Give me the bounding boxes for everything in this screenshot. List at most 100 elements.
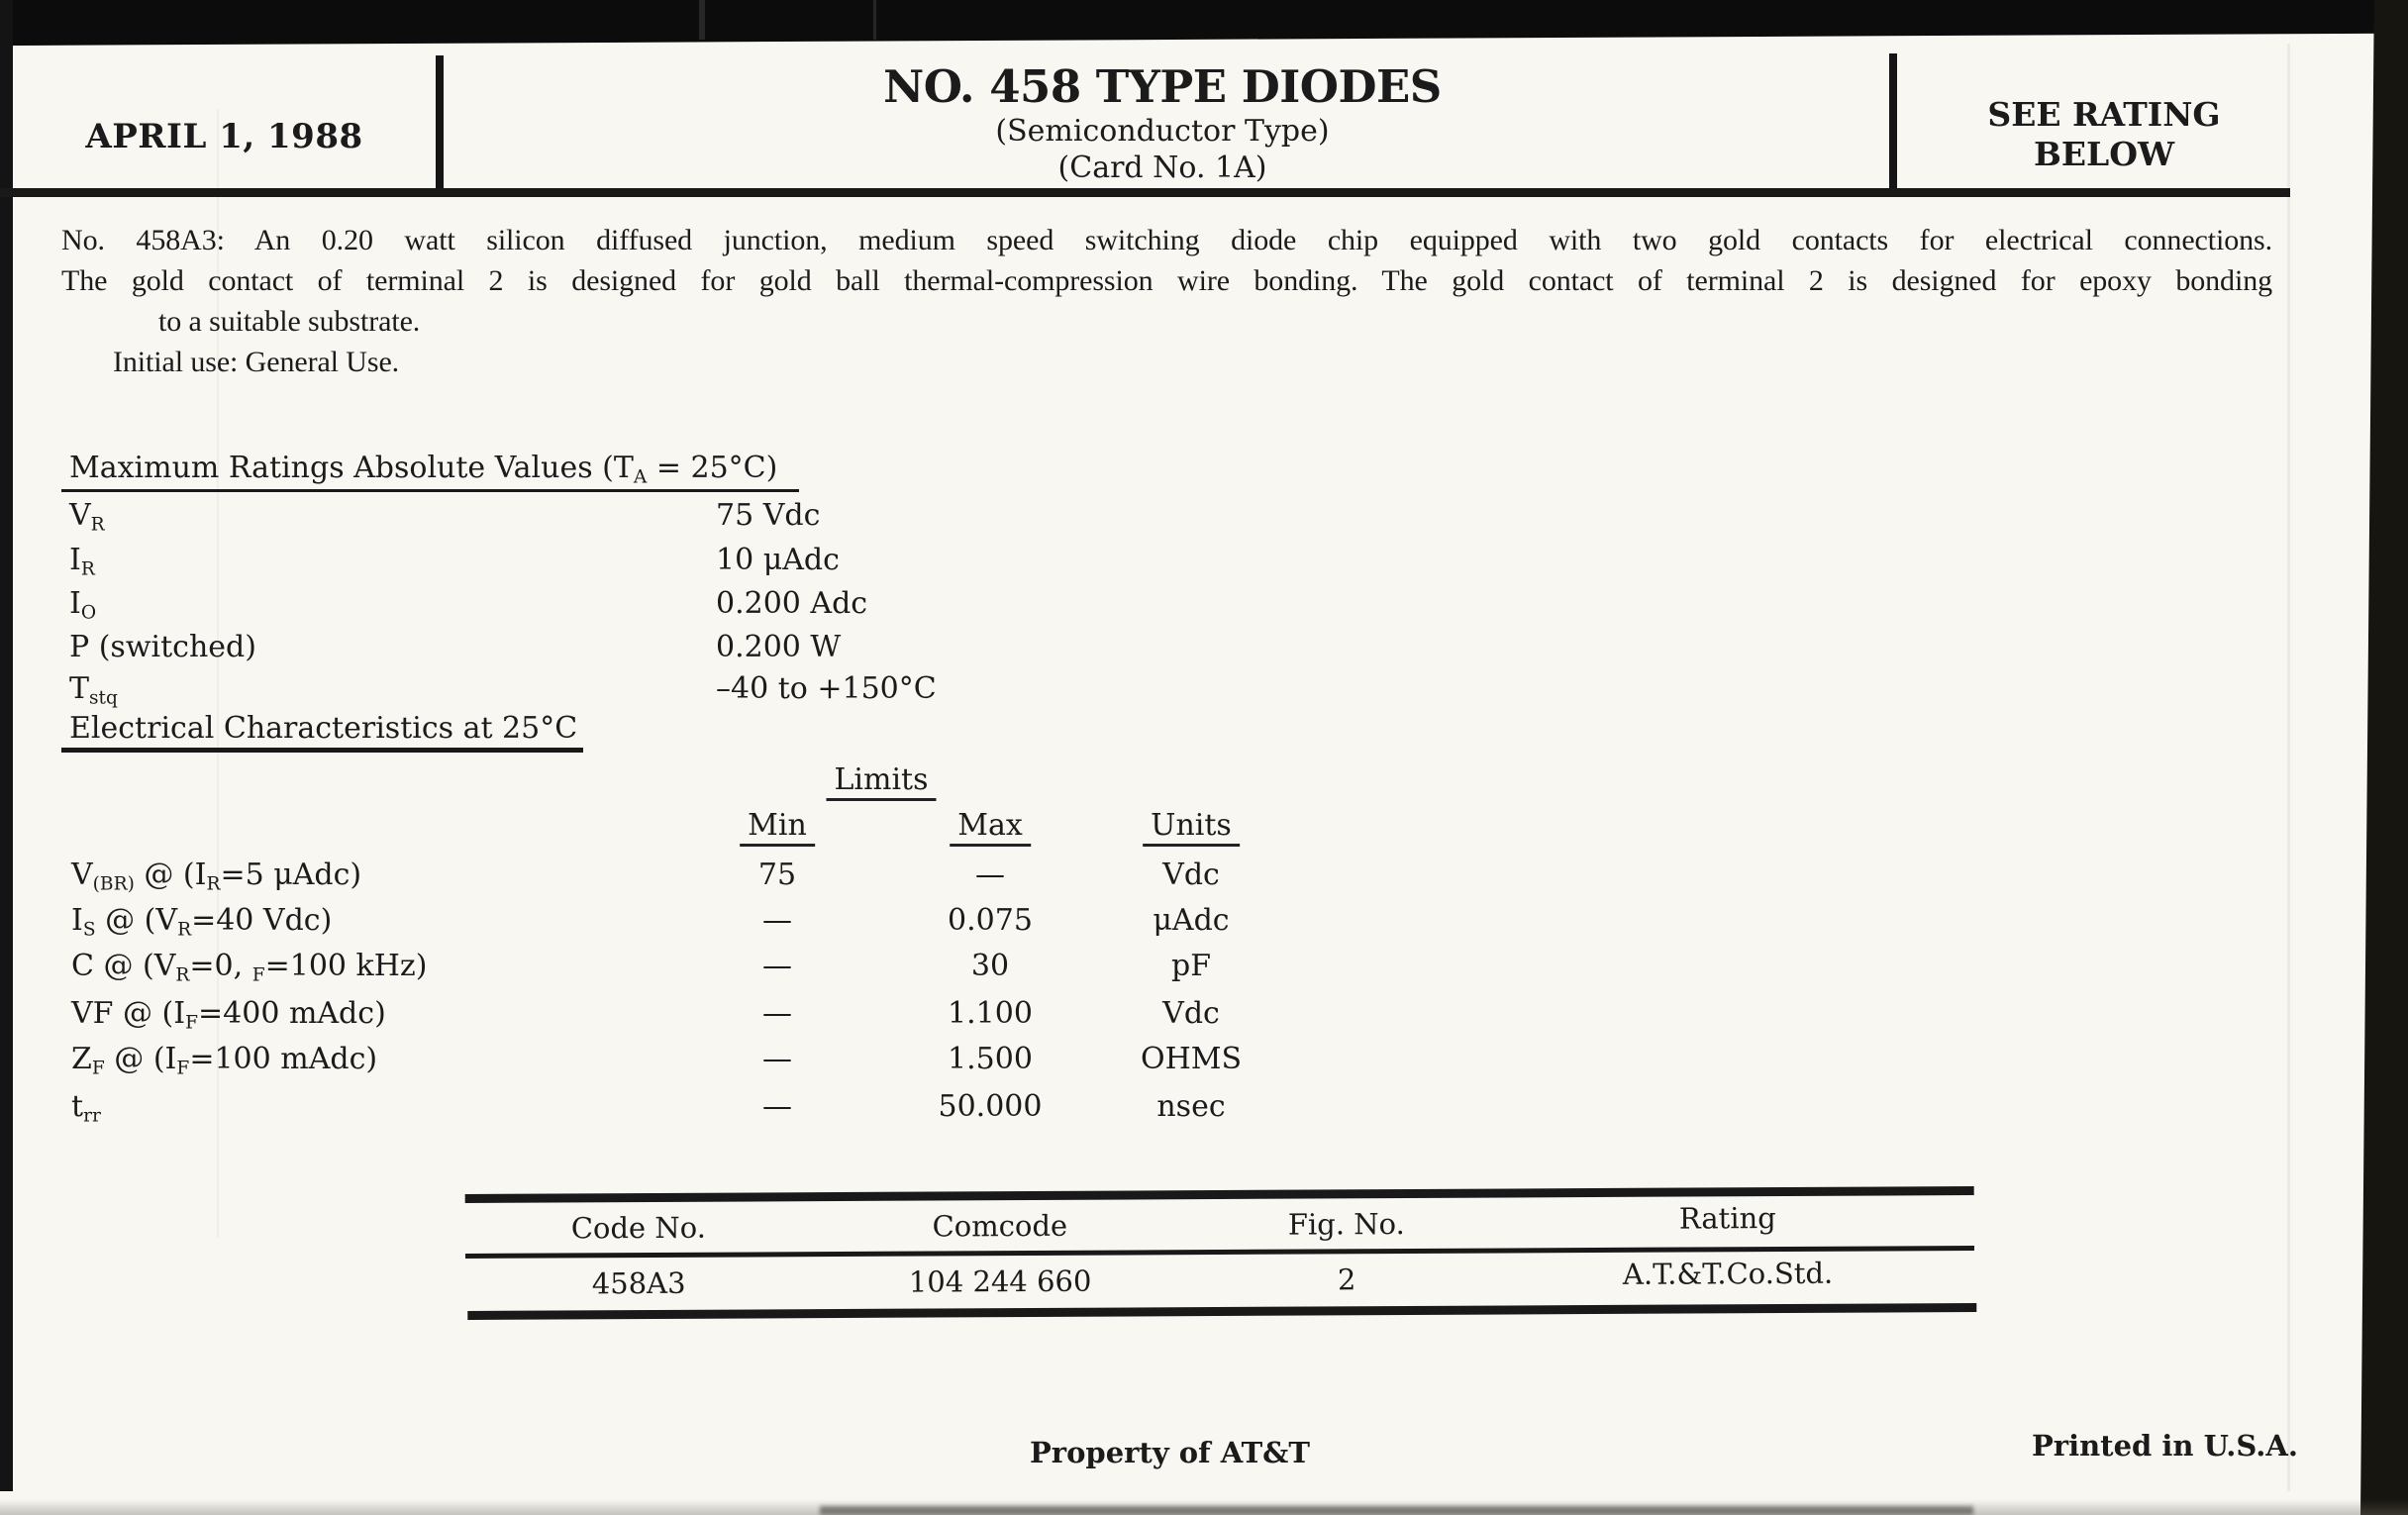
header-divider-left (436, 55, 444, 190)
max-ratings-row: Tstq –40 to +150°C (0, 671, 1188, 715)
symbol-text: =0, (189, 949, 252, 983)
limits-label: Limits (826, 762, 937, 801)
symbol-sub: F (91, 1058, 105, 1079)
symbol-text: =5 μAdc) (220, 858, 362, 892)
description-line: No. 458A3: An 0.20 watt silicon diffused… (61, 224, 2272, 256)
electrical-underline (61, 748, 583, 753)
footer-printed-note: Printed in U.S.A. (2032, 1429, 2298, 1463)
column-header-max: Max (950, 808, 1031, 847)
symbol-text: Z (71, 1042, 92, 1076)
max-ratings-heading-sub: A (633, 466, 648, 488)
rating-value: 0.200 Adc (716, 586, 868, 621)
characteristic-symbol: ZF @ (IF=100 mAdc) (71, 1042, 377, 1079)
header-divider-right (1889, 53, 1897, 190)
units-value: pF (1170, 949, 1212, 983)
min-value: — (762, 1089, 792, 1124)
footer-property-note: Property of AT&T (1030, 1436, 1310, 1469)
description-line: to a suitable substrate. (158, 305, 421, 338)
rating-symbol: P (switched) (69, 630, 256, 664)
units-value: OHMS (1140, 1042, 1243, 1076)
characteristic-row: IS @ (VR=40 Vdc) — 0.075 μAdc (0, 903, 1485, 947)
code-table-cell: A.T.&T.Co.Std. (1622, 1256, 1834, 1291)
characteristic-symbol: V(BR) @ (IR=5 μAdc) (71, 858, 362, 895)
max-ratings-underline (61, 489, 799, 492)
scan-edge-right (2360, 0, 2408, 1515)
max-value: 1.500 (948, 1042, 1033, 1076)
symbol-sub: R (90, 514, 105, 536)
symbol-text: @ (I (134, 858, 207, 892)
rating-value: 75 Vdc (716, 498, 821, 533)
symbol-sub: R (206, 873, 221, 895)
symbol-text: T (69, 671, 90, 706)
characteristic-row: C @ (VR=0, F=100 kHz) — 30 pF (0, 949, 1485, 992)
units-value: Vdc (1162, 996, 1220, 1031)
symbol-text: t (71, 1089, 84, 1124)
rating-symbol: IR (69, 543, 95, 580)
max-value: 1.100 (948, 996, 1033, 1031)
symbol-text: C @ (V (71, 949, 176, 983)
max-value: 0.075 (948, 903, 1033, 938)
characteristic-row: trr — 50.000 nsec (0, 1089, 1485, 1133)
min-value: 75 (757, 858, 797, 892)
symbol-sub: S (82, 919, 96, 941)
characteristic-symbol: IS @ (VR=40 Vdc) (71, 903, 333, 941)
scan-seam (699, 0, 705, 40)
description-line: The gold contact of terminal 2 is design… (61, 264, 2272, 297)
symbol-sub: R (80, 558, 95, 580)
code-table-bottom-rule (467, 1302, 1977, 1320)
characteristic-symbol: VF @ (IF=400 mAdc) (71, 996, 386, 1034)
characteristic-row: V(BR) @ (IR=5 μAdc) 75 — Vdc (0, 858, 1485, 901)
max-value: 50.000 (938, 1089, 1043, 1124)
electrical-heading: Electrical Characteristics at 25°C (69, 711, 578, 746)
code-table-header: Fig. No. (1287, 1207, 1405, 1242)
description-paragraph: No. 458A3: An 0.20 watt silicon diffused… (61, 220, 2272, 382)
code-table-cell: 104 244 660 (908, 1263, 1092, 1299)
characteristic-symbol: C @ (VR=0, F=100 kHz) (71, 949, 428, 986)
symbol-sub: R (175, 964, 190, 986)
max-value: — (975, 858, 1005, 892)
rating-note-line1: SEE RATING (1987, 95, 2221, 134)
page-crease (2287, 44, 2290, 1491)
symbol-sub: rr (83, 1105, 101, 1127)
rating-value: 0.200 W (716, 630, 842, 664)
characteristic-row: VF @ (IF=400 mAdc) — 1.100 Vdc (0, 996, 1485, 1040)
scan-smudge (820, 1506, 1973, 1515)
symbol-text: =40 Vdc) (191, 903, 333, 938)
symbol-text: =100 kHz) (264, 949, 428, 983)
max-ratings-heading-text: Maximum Ratings Absolute Values (T (69, 451, 634, 485)
symbol-text: V (69, 498, 91, 533)
rating-note: SEE RATING BELOW (1896, 95, 2312, 174)
units-value: μAdc (1153, 903, 1230, 938)
min-value: — (762, 949, 792, 983)
rating-symbol: VR (69, 498, 105, 536)
symbol-sub: F (185, 1012, 199, 1034)
symbol-text: I (69, 586, 81, 621)
symbol-text: I (71, 903, 83, 938)
symbol-sub: F (251, 964, 265, 986)
code-table-cell: 2 (1337, 1262, 1356, 1297)
rating-note-line2: BELOW (2033, 135, 2175, 173)
code-table-header: Comcode (932, 1208, 1068, 1244)
min-value: — (762, 996, 792, 1031)
min-value: — (762, 903, 792, 938)
symbol-text: P (switched) (69, 630, 256, 664)
symbol-sub: R (177, 919, 192, 941)
symbol-sub: F (176, 1058, 190, 1079)
symbol-text: @ (V (95, 903, 178, 938)
card-number: (Card No. 1A) (1057, 151, 1267, 185)
header-title-block: NO. 458 TYPE DIODES (Semiconductor Type)… (436, 61, 1889, 186)
max-ratings-heading: Maximum Ratings Absolute Values (TA = 25… (69, 451, 777, 488)
header-rule (0, 188, 2290, 197)
header-date: APRIL 1, 1988 (85, 117, 363, 156)
symbol-sub: (BR) (92, 873, 135, 895)
page-subtitle: (Semiconductor Type) (995, 114, 1330, 149)
scan-seam (873, 0, 876, 40)
description-line: Initial use: General Use. (113, 346, 400, 378)
min-value: — (762, 1042, 792, 1076)
page-title: NO. 458 TYPE DIODES (883, 60, 1442, 113)
max-ratings-row: VR 75 Vdc (0, 498, 1188, 542)
symbol-text: V (71, 858, 93, 892)
symbol-text: VF @ (I (71, 996, 186, 1031)
max-ratings-row: IO 0.200 Adc (0, 586, 1188, 630)
